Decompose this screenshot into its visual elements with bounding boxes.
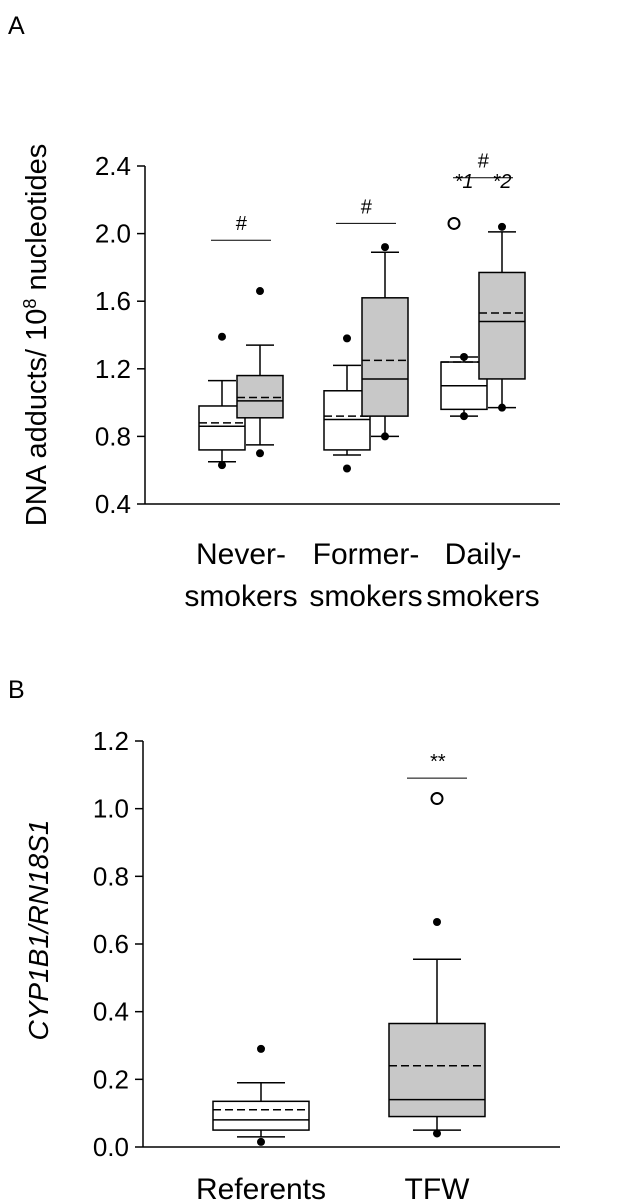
box-body	[361, 297, 409, 417]
b-y-tick-label: 1.2	[93, 726, 129, 756]
outlier-point	[343, 334, 351, 343]
a-y-tick-label: 2.4	[95, 151, 131, 181]
outlier-point	[257, 1044, 265, 1053]
a-category-label: smokers	[426, 580, 539, 613]
outlier-point	[498, 403, 506, 412]
a-box-5	[478, 222, 526, 412]
b-box-0	[212, 1044, 310, 1146]
b-category-label: TFW	[405, 1173, 471, 1203]
b-y-tick-label: 0.6	[93, 929, 129, 959]
b-category-label: Referents	[196, 1173, 326, 1203]
y-axis-label-b: CYP1B1/RN18S1	[23, 819, 54, 1040]
a-category-label: Never-	[196, 538, 286, 571]
a-y-tick-label: 0.8	[95, 421, 131, 451]
a-y-tick-label: 1.6	[95, 286, 131, 316]
outlier-point	[460, 352, 468, 361]
outlier-point	[433, 918, 441, 927]
a-significance-label: *2	[493, 171, 512, 193]
outlier-point	[256, 287, 264, 296]
box-body	[212, 1100, 310, 1131]
b-y-tick-label: 0.8	[93, 861, 129, 891]
box-body	[388, 1022, 486, 1118]
a-significance-label: #	[360, 196, 372, 218]
panel-b: B CYP1B1/RN18S1 0.0 0.2 0.4 0.6 0.8 1.0 1.2 Ref…	[8, 676, 560, 1203]
b-y-tick-label: 0.0	[93, 1132, 129, 1162]
panel-a: A DNA adducts/ 108 nucleotides 0.4 0.8 1.2…	[8, 12, 560, 613]
outlier-point	[381, 243, 389, 252]
a-y-tick-label: 1.2	[95, 354, 131, 384]
a-category-label: smokers	[309, 580, 422, 613]
a-significance-label: *1	[455, 171, 474, 193]
a-y-tick-label: 2.0	[95, 219, 131, 249]
box-body	[478, 271, 526, 380]
outlier-point	[218, 461, 226, 470]
b-y-tick-label: 1.0	[93, 794, 129, 824]
plot-area-b: 0.0 0.2 0.4 0.6 0.8 1.0 1.2 Referents TFW **	[93, 726, 560, 1203]
a-y-tick-label: 0.4	[95, 489, 131, 519]
b-box-1	[388, 792, 486, 1138]
b-y-tick-label: 0.2	[93, 1064, 129, 1094]
outlier-point	[381, 432, 389, 441]
a-category-label: Daily-	[445, 538, 522, 571]
a-box-0	[198, 332, 246, 470]
extreme-outlier-point	[430, 792, 444, 806]
b-y-tick-label: 0.4	[93, 997, 129, 1027]
a-category-label: smokers	[184, 580, 297, 613]
outlier-point	[433, 1129, 441, 1138]
a-significance-label: #	[235, 213, 247, 235]
a-box-1	[236, 287, 284, 458]
a-significance-label: #	[477, 151, 489, 173]
panel-letter-a: A	[8, 12, 25, 40]
outlier-point	[343, 464, 351, 473]
box-body	[236, 374, 284, 419]
a-box-3	[361, 243, 409, 441]
panel-letter-b: B	[8, 676, 25, 704]
outlier-point	[257, 1137, 265, 1146]
outlier-point	[256, 449, 264, 458]
plot-area-a: 0.40.81.21.62.02.4Never-smokersFormer-sm…	[95, 151, 560, 613]
outlier-point	[498, 222, 506, 231]
y-axis-label-a: DNA adducts/ 108 nucleotides	[20, 144, 53, 526]
outlier-point	[218, 332, 226, 341]
a-category-label: Former-	[313, 538, 420, 571]
b-significance-label: **	[429, 751, 446, 773]
outlier-point	[460, 412, 468, 421]
extreme-outlier-point	[447, 216, 461, 230]
